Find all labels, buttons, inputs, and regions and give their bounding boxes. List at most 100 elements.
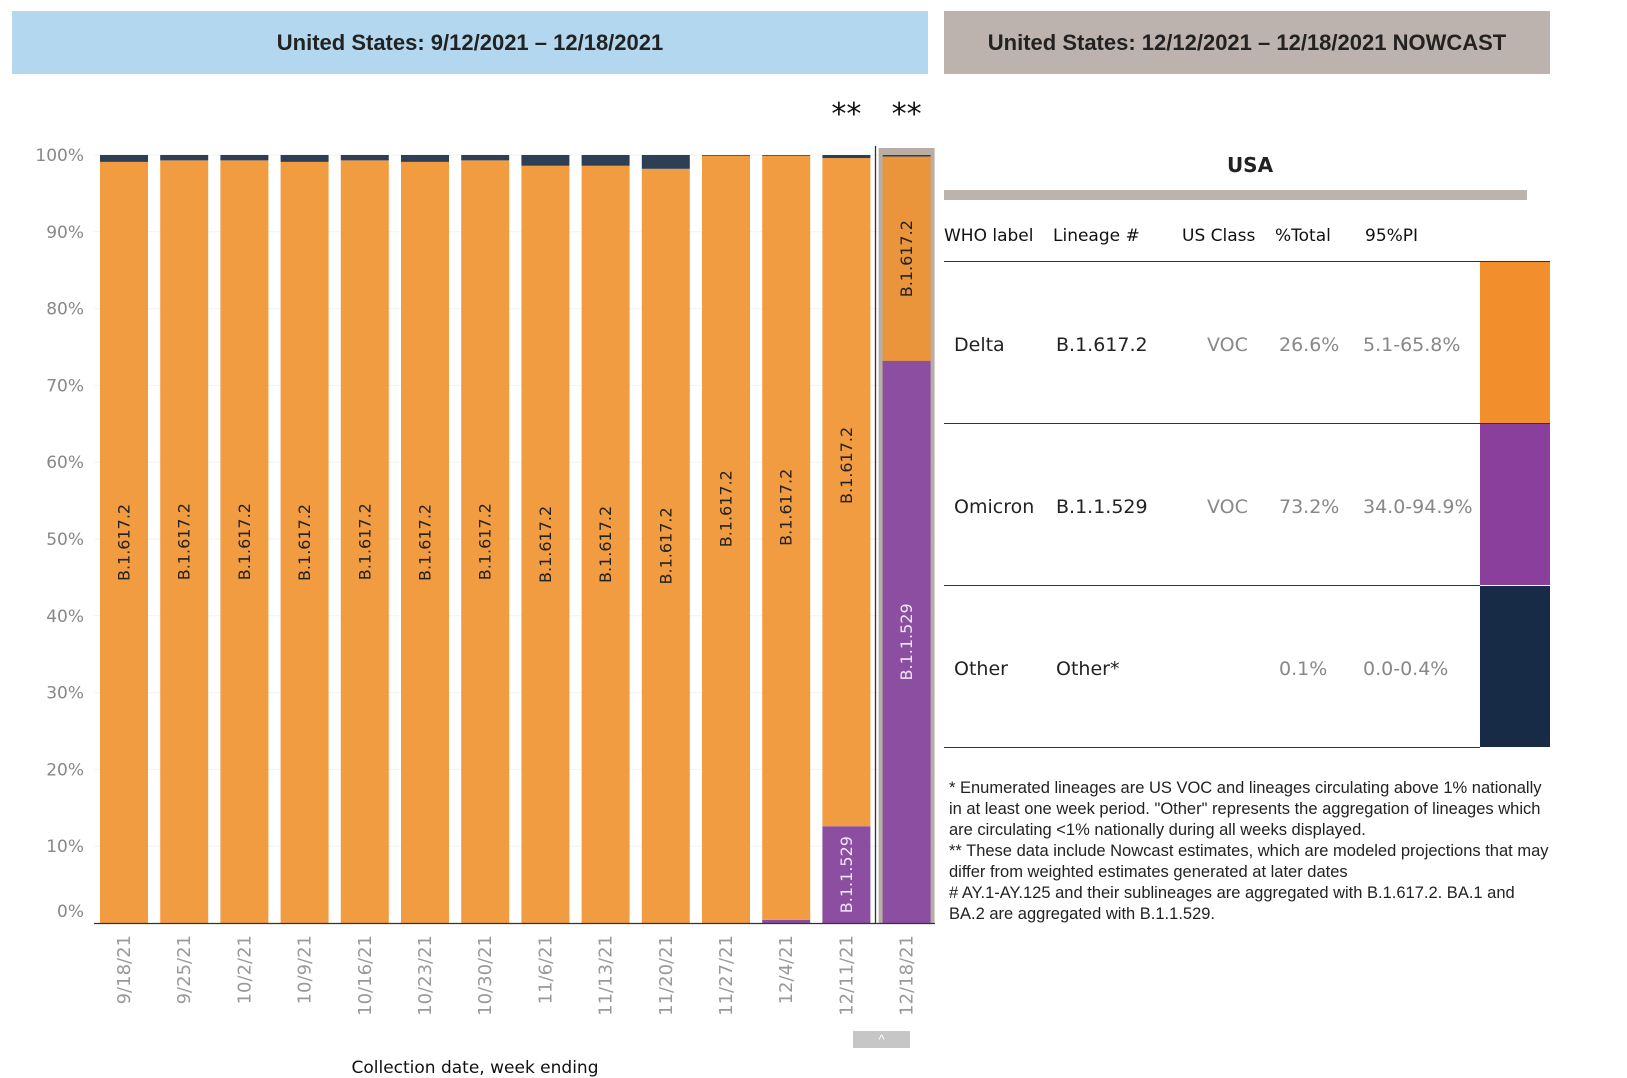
bar-label: B.1.1.529 bbox=[897, 603, 916, 680]
bar-b-1-617-2-0 bbox=[100, 161, 148, 924]
bar-b-1-617-2-6 bbox=[461, 160, 510, 924]
x-tick-label: 9/18/21 bbox=[114, 935, 135, 1004]
row-delta-class: VOC bbox=[1207, 334, 1248, 356]
bar-b-1-617-2-12 bbox=[822, 158, 871, 827]
bar-label: B.1.617.2 bbox=[355, 503, 374, 580]
bar-other-5 bbox=[401, 155, 449, 162]
bar-other-6 bbox=[461, 155, 510, 161]
bar-b-1-1-529-13 bbox=[882, 360, 931, 924]
row-omicron-total: 73.2% bbox=[1279, 496, 1340, 518]
x-tick-label: 11/6/21 bbox=[535, 935, 556, 1004]
bar-b-1-617-2-11 bbox=[762, 155, 811, 920]
x-tick-label: 12/11/21 bbox=[836, 935, 857, 1016]
footnote-aggregation: # AY.1-AY.125 and their sublineages are … bbox=[949, 884, 1515, 923]
bar-other-12 bbox=[822, 155, 871, 159]
x-tick-label: 12/18/21 bbox=[897, 935, 918, 1016]
bar-label: B.1.617.2 bbox=[175, 503, 194, 580]
bar-label: B.1.617.2 bbox=[717, 470, 736, 547]
bar-other-11 bbox=[762, 155, 811, 156]
bar-b-1-617-2-9 bbox=[641, 168, 690, 924]
bar-label: B.1.617.2 bbox=[416, 504, 435, 581]
bar-b-1-617-2-10 bbox=[702, 155, 750, 923]
bar-b-1-617-2-2 bbox=[220, 160, 269, 924]
row-omicron-class: VOC bbox=[1207, 496, 1248, 518]
row-other-total: 0.1% bbox=[1279, 658, 1328, 680]
row-delta-total: 26.6% bbox=[1279, 334, 1340, 356]
y-tick-label: 0% bbox=[57, 902, 84, 922]
x-tick-label: 12/4/21 bbox=[776, 935, 797, 1004]
variant-proportions-chart: 0% 10% 20% 30% 40% 50% 60% 70% 80% 90% 100% B.1.617… bbox=[35, 97, 935, 1016]
x-tick-label: 10/23/21 bbox=[415, 935, 436, 1016]
omicron-color-swatch bbox=[1480, 424, 1550, 585]
x-tick-label: 10/30/21 bbox=[475, 935, 496, 1016]
x-tick-label: 10/9/21 bbox=[295, 935, 316, 1004]
bar-other-7 bbox=[521, 155, 570, 166]
x-tick-label: 11/27/21 bbox=[716, 935, 737, 1016]
row-delta-who: Delta bbox=[954, 334, 1005, 356]
bar-other-9 bbox=[641, 155, 690, 169]
left-banner: United States: 9/12/2021 – 12/18/2021 bbox=[12, 11, 928, 74]
bar-label: B.1.617.2 bbox=[897, 220, 916, 297]
row-omicron-who: Omicron bbox=[954, 496, 1035, 518]
row-other-who: Other bbox=[954, 658, 1008, 680]
y-tick-label: 30% bbox=[46, 684, 84, 704]
col-header-total: %Total bbox=[1275, 226, 1331, 246]
x-tick-label: 11/20/21 bbox=[656, 935, 677, 1016]
bar-b-1-617-2-4 bbox=[340, 160, 389, 924]
bar-b-1-617-2-13 bbox=[882, 156, 931, 361]
x-tick-label: 10/2/21 bbox=[234, 935, 255, 1004]
bar-b-1-617-2-3 bbox=[280, 161, 329, 924]
right-banner: United States: 12/12/2021 – 12/18/2021 N… bbox=[944, 11, 1550, 74]
bar-label: B.1.617.2 bbox=[235, 503, 254, 580]
y-tick-label: 70% bbox=[46, 376, 84, 396]
col-header-class: US Class bbox=[1182, 226, 1256, 246]
table-divider bbox=[944, 261, 1550, 262]
col-header-lineage: Lineage # bbox=[1053, 226, 1140, 246]
bar-other-10 bbox=[702, 155, 750, 156]
y-tick-label: 80% bbox=[46, 300, 84, 320]
bar-other-8 bbox=[581, 155, 630, 166]
row-delta-lineage: B.1.617.2 bbox=[1056, 334, 1148, 356]
y-tick-label: 60% bbox=[46, 453, 84, 473]
y-tick-label: 100% bbox=[35, 146, 84, 166]
row-delta-pi: 5.1-65.8% bbox=[1363, 334, 1461, 356]
table-divider bbox=[944, 585, 1480, 586]
delta-color-swatch bbox=[1480, 262, 1550, 423]
row-omicron-pi: 34.0-94.9% bbox=[1363, 496, 1473, 518]
nowcast-marker: ** bbox=[892, 97, 922, 132]
bar-b-1-617-2-5 bbox=[401, 161, 449, 924]
other-color-swatch bbox=[1480, 586, 1550, 747]
x-tick-label: 9/25/21 bbox=[174, 935, 195, 1004]
bar-label: B.1.617.2 bbox=[476, 503, 495, 580]
table-divider bbox=[944, 747, 1480, 748]
row-other-lineage: Other* bbox=[1056, 658, 1120, 680]
footnote-lineages: * Enumerated lineages are US VOC and lin… bbox=[949, 779, 1542, 839]
table-divider bbox=[944, 423, 1550, 424]
bar-b-1-617-2-1 bbox=[160, 160, 209, 924]
bar-label: B.1.617.2 bbox=[596, 506, 615, 583]
col-header-who: WHO label bbox=[944, 226, 1034, 246]
bar-other-4 bbox=[340, 155, 389, 161]
y-tick-label: 20% bbox=[46, 760, 84, 780]
bar-label: B.1.617.2 bbox=[115, 504, 134, 581]
bar-other-3 bbox=[280, 155, 329, 162]
scroll-up-button[interactable]: ^ bbox=[853, 1031, 910, 1048]
bar-label: B.1.617.2 bbox=[656, 507, 675, 584]
nowcast-marker: ** bbox=[831, 97, 861, 132]
nowcast-table-title: USA bbox=[1226, 153, 1274, 177]
bar-label: B.1.617.2 bbox=[777, 469, 796, 546]
x-axis-label: Collection date, week ending bbox=[351, 1058, 599, 1078]
bar-other-2 bbox=[220, 155, 269, 161]
bar-b-1-1-529-11 bbox=[762, 919, 811, 923]
footnote-nowcast: ** These data include Nowcast estimates,… bbox=[949, 842, 1549, 881]
bar-other-0 bbox=[100, 155, 148, 162]
bar-b-1-1-529-12 bbox=[822, 826, 871, 923]
bar-label: B.1.617.2 bbox=[837, 427, 856, 504]
y-tick-label: 90% bbox=[46, 223, 84, 243]
bar-label: B.1.617.2 bbox=[295, 504, 314, 581]
x-tick-label: 11/13/21 bbox=[596, 935, 617, 1016]
footnotes: * Enumerated lineages are US VOC and lin… bbox=[949, 778, 1549, 925]
bar-other-13 bbox=[882, 155, 931, 157]
y-tick-label: 40% bbox=[46, 607, 84, 627]
row-other-pi: 0.0-0.4% bbox=[1363, 658, 1449, 680]
